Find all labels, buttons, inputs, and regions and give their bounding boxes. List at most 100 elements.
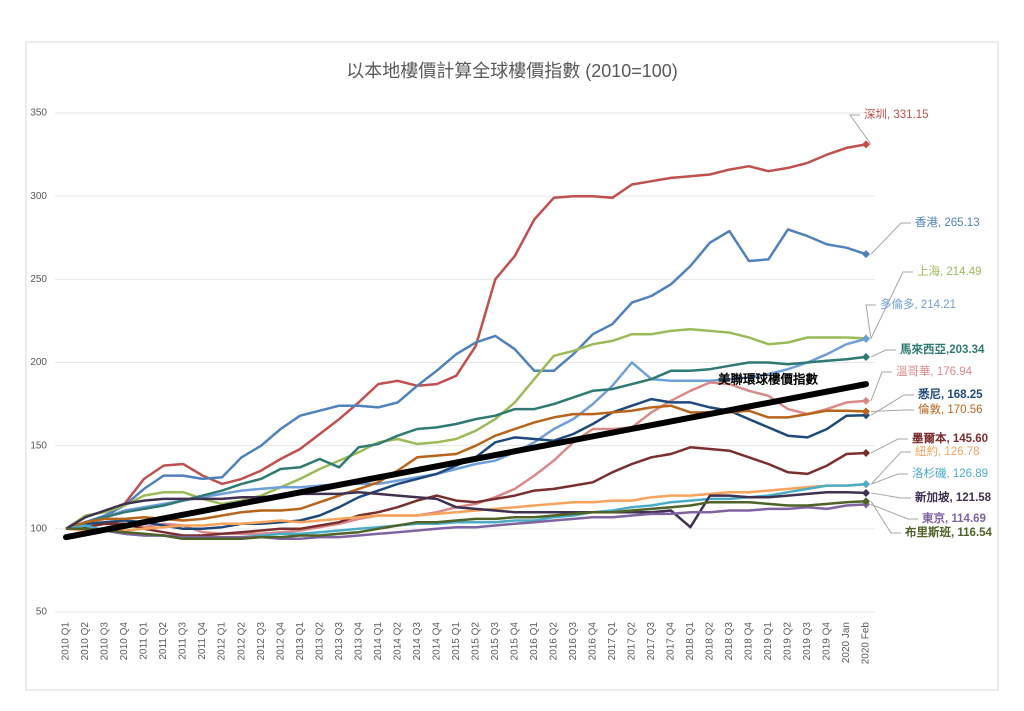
trend-label: 美聯環球樓價指數 xyxy=(718,371,819,386)
x-tick-label: 2011 Q1 xyxy=(139,622,150,660)
end-marker xyxy=(862,250,870,259)
x-tick-label: 2015 Q1 xyxy=(451,622,462,661)
series-label: 上海, 214.49 xyxy=(917,264,982,278)
series-label: 紐約, 126.78 xyxy=(915,444,980,458)
x-tick-label: 2016 Q1 xyxy=(529,622,540,661)
leader-line xyxy=(870,501,901,534)
leader-line xyxy=(870,271,913,339)
x-tick-label: 2017 Q1 xyxy=(607,622,618,661)
leader-line xyxy=(870,438,908,454)
x-tick-label: 2020 Feb xyxy=(861,622,872,665)
x-tick-label: 2019 Q2 xyxy=(783,622,794,661)
end-marker xyxy=(862,334,870,343)
series-line xyxy=(65,446,867,537)
x-tick-label: 2014 Q1 xyxy=(373,622,384,661)
series-label: 墨爾本, 145.60 xyxy=(912,431,988,445)
x-tick-label: 2012 Q4 xyxy=(275,622,286,661)
leader-line xyxy=(870,371,892,402)
x-tick-label: 2013 Q4 xyxy=(353,622,364,661)
series-line xyxy=(65,355,867,530)
x-tick-label: 2018 Q3 xyxy=(724,622,735,661)
series-label: 洛杉磯, 126.89 xyxy=(912,466,988,480)
y-tick-label: 300 xyxy=(30,191,47,202)
x-tick-label: 2012 Q3 xyxy=(256,622,267,661)
end-marker xyxy=(862,407,870,416)
leader-line xyxy=(870,409,914,412)
y-tick-label: 200 xyxy=(30,357,47,368)
x-tick-label: 2017 Q2 xyxy=(626,622,637,661)
end-marker xyxy=(862,140,870,149)
series-label: 東京, 114.69 xyxy=(922,511,986,525)
chart-border xyxy=(25,41,999,691)
x-tick-label: 2018 Q4 xyxy=(744,622,755,661)
x-tick-label: 2012 Q1 xyxy=(217,622,228,661)
series-line xyxy=(66,500,867,541)
x-tick-label: 2014 Q2 xyxy=(392,622,403,661)
end-marker xyxy=(862,497,870,506)
y-tick-label: 50 xyxy=(36,607,48,618)
series-line xyxy=(65,228,867,530)
leader-line xyxy=(870,394,914,416)
x-tick-label: 2013 Q2 xyxy=(314,622,325,661)
x-tick-label: 2020 Jan xyxy=(841,622,852,663)
end-marker xyxy=(862,488,870,497)
end-marker xyxy=(862,448,870,457)
x-tick-label: 2018 Q1 xyxy=(685,622,696,661)
x-tick-label: 2011 Q4 xyxy=(197,622,208,660)
x-tick-label: 2010 Q1 xyxy=(61,622,72,661)
leader-line xyxy=(870,503,918,520)
series-line xyxy=(65,483,867,532)
series-label: 馬來西亞,203.34 xyxy=(900,342,985,356)
series-label: 悉尼, 168.25 xyxy=(917,387,983,401)
x-tick-label: 2015 Q2 xyxy=(470,622,481,661)
end-marker xyxy=(862,352,870,361)
x-tick-label: 2015 Q4 xyxy=(509,622,520,661)
leader-line xyxy=(870,451,911,485)
series-line xyxy=(65,381,867,536)
series-line xyxy=(65,490,867,530)
x-tick-label: 2019 Q3 xyxy=(802,622,813,661)
y-tick-label: 350 xyxy=(30,108,47,119)
y-tick-label: 250 xyxy=(30,274,47,285)
series-label: 深圳, 331.15 xyxy=(864,107,929,121)
leader-line xyxy=(865,304,876,339)
x-tick-label: 2010 Q3 xyxy=(100,622,111,661)
x-tick-label: 2016 Q3 xyxy=(568,622,579,661)
x-tick-label: 2011 Q2 xyxy=(158,622,169,660)
x-tick-label: 2017 Q4 xyxy=(666,622,677,661)
series-label: 布里斯班, 116.54 xyxy=(904,525,993,539)
leader-line xyxy=(870,473,908,485)
end-marker xyxy=(862,396,870,405)
series-label: 溫哥華, 176.94 xyxy=(896,364,973,378)
x-tick-label: 2010 Q2 xyxy=(80,622,91,661)
x-tick-label: 2011 Q3 xyxy=(178,622,189,660)
x-tick-label: 2013 Q1 xyxy=(295,622,306,661)
series-label: 新加坡, 121.58 xyxy=(915,490,992,504)
series-label: 香港, 265.13 xyxy=(915,216,980,229)
leader-line xyxy=(870,349,896,358)
x-tick-label: 2017 Q3 xyxy=(646,622,657,661)
x-tick-label: 2019 Q1 xyxy=(763,622,774,661)
x-tick-label: 2018 Q2 xyxy=(705,622,716,661)
leader-line xyxy=(870,222,911,255)
series-line xyxy=(66,503,867,541)
chart-title: 以本地樓價計算全球樓價指數 (2010=100) xyxy=(346,61,678,81)
y-tick-label: 150 xyxy=(30,440,47,451)
x-tick-label: 2013 Q3 xyxy=(334,622,345,661)
x-tick-label: 2019 Q4 xyxy=(822,622,833,661)
series-label: 倫敦, 170.56 xyxy=(918,402,983,416)
leader-line xyxy=(849,114,872,145)
trend-line xyxy=(63,381,869,541)
leader-line xyxy=(870,492,911,499)
x-tick-label: 2014 Q3 xyxy=(412,622,423,661)
x-tick-label: 2014 Q4 xyxy=(431,622,442,661)
x-tick-label: 2016 Q4 xyxy=(587,622,598,661)
x-tick-label: 2015 Q3 xyxy=(490,622,501,661)
y-tick-label: 100 xyxy=(30,523,47,534)
x-tick-label: 2012 Q2 xyxy=(236,622,247,661)
series-label: 多倫多, 214.21 xyxy=(880,297,956,311)
end-marker xyxy=(862,480,870,489)
x-tick-label: 2016 Q2 xyxy=(548,622,559,661)
series-line xyxy=(65,143,867,531)
